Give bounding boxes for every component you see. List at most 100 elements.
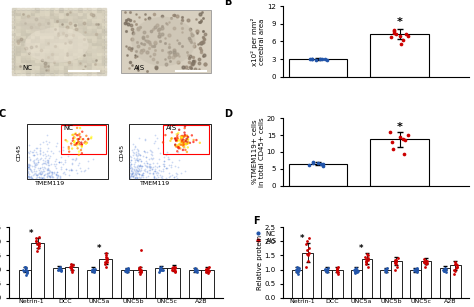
Text: TMEM119: TMEM119 — [140, 181, 170, 186]
Point — [333, 266, 340, 271]
Point — [170, 267, 178, 272]
Point — [129, 171, 137, 176]
Point — [53, 171, 60, 176]
Point — [90, 268, 98, 273]
Point — [165, 170, 173, 175]
Point — [127, 174, 134, 179]
Point — [44, 174, 51, 179]
Bar — [439, 268, 450, 298]
Text: TMEM119: TMEM119 — [35, 181, 65, 186]
Point — [25, 174, 33, 179]
FancyBboxPatch shape — [121, 10, 210, 73]
Text: NC: NC — [63, 125, 73, 131]
Point — [401, 151, 408, 156]
Point — [69, 156, 76, 161]
Point — [131, 172, 138, 177]
Point — [323, 266, 330, 271]
Point — [411, 266, 419, 271]
Point — [132, 175, 139, 180]
Point — [56, 267, 64, 272]
Point — [41, 155, 49, 160]
Point — [75, 136, 83, 141]
Point — [127, 167, 135, 172]
Bar — [19, 270, 31, 298]
Point — [46, 168, 54, 173]
Point — [64, 154, 72, 159]
Point — [88, 268, 96, 273]
Point — [74, 146, 82, 151]
Point — [168, 267, 175, 272]
Point — [305, 246, 313, 251]
Point — [155, 164, 163, 169]
Point — [143, 160, 151, 165]
Point — [35, 167, 43, 172]
Point — [293, 264, 301, 269]
Text: D: D — [224, 109, 232, 119]
Point — [364, 256, 372, 261]
Point — [67, 141, 74, 146]
Point — [171, 264, 179, 269]
Point — [135, 266, 143, 270]
Point — [179, 142, 186, 147]
Point — [135, 167, 143, 172]
Point — [146, 165, 154, 170]
Point — [137, 175, 145, 180]
Point — [48, 174, 55, 179]
Point — [143, 169, 151, 174]
Point — [303, 247, 310, 252]
Point — [34, 160, 41, 165]
Point — [174, 130, 182, 135]
Point — [134, 152, 141, 157]
Ellipse shape — [131, 17, 196, 66]
Point — [88, 134, 95, 139]
Point — [142, 174, 150, 179]
Point — [52, 173, 59, 177]
Point — [172, 142, 179, 147]
Point — [41, 172, 49, 177]
Point — [175, 127, 183, 132]
Point — [70, 135, 78, 140]
Point — [32, 239, 39, 244]
Point — [31, 160, 38, 165]
Point — [173, 136, 181, 141]
Point — [149, 172, 157, 177]
Point — [178, 137, 185, 142]
Point — [34, 166, 41, 171]
Bar — [167, 268, 180, 298]
Point — [173, 149, 181, 154]
Point — [67, 143, 75, 148]
Point — [170, 174, 178, 179]
Point — [65, 149, 73, 154]
Point — [102, 255, 109, 259]
Point — [54, 174, 61, 179]
Point — [44, 168, 51, 173]
Point — [128, 174, 136, 179]
Point — [136, 162, 143, 167]
Point — [136, 164, 143, 169]
Point — [137, 269, 144, 274]
Point — [27, 167, 34, 172]
Point — [146, 165, 153, 169]
Point — [392, 258, 399, 263]
Point — [174, 136, 182, 141]
Bar — [289, 164, 347, 185]
Bar — [121, 270, 133, 298]
Point — [442, 266, 450, 271]
Point — [362, 255, 369, 259]
Point — [151, 169, 159, 173]
Point — [295, 267, 302, 272]
Point — [134, 168, 141, 173]
Point — [173, 144, 180, 149]
Point — [36, 149, 44, 154]
Point — [143, 161, 151, 166]
Point — [136, 268, 144, 273]
Point — [37, 172, 45, 177]
Point — [154, 146, 162, 151]
Point — [103, 264, 110, 269]
Point — [134, 174, 141, 179]
Point — [128, 169, 136, 173]
Point — [173, 170, 180, 175]
Point — [381, 267, 389, 272]
Point — [161, 158, 168, 163]
Point — [89, 267, 96, 272]
